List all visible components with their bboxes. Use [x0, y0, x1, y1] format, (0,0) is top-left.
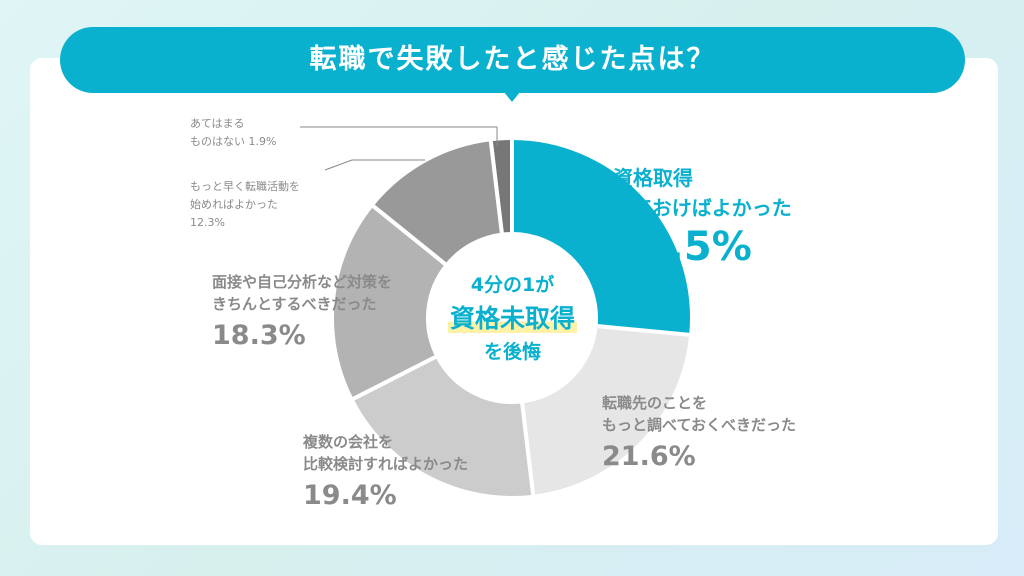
- label-value: 18.3%: [212, 319, 306, 351]
- label-text: 面接や自己分析など対策を: [212, 273, 393, 291]
- label-text: 複数の会社を: [303, 433, 394, 451]
- label-text: しておけばよかった: [613, 196, 792, 220]
- label-text: ものはない: [190, 135, 245, 149]
- center-line2: 資格未取得: [447, 304, 577, 333]
- banner-pointer: [504, 92, 520, 102]
- label-text: あてはまる: [190, 117, 245, 130]
- label-text: きちんとするべきだった: [212, 294, 377, 313]
- label-value: 26.5%: [613, 224, 752, 270]
- label-slice-3: 面接や自己分析など対策を きちんとするべきだった 18.3%: [212, 272, 392, 355]
- label-slice-1: 転職先のことを もっと調べておくべきだった 21.6%: [602, 393, 796, 476]
- donut-slice-3: [330, 202, 450, 403]
- label-text: 始めればよかった: [190, 198, 278, 212]
- leader-line-none: [300, 126, 498, 146]
- label-slice-2: 複数の会社を 比較検討すればよかった 19.4%: [303, 432, 468, 515]
- center-line3: を後悔: [483, 341, 541, 363]
- label-slice-4: もっと早く転職活動を 始めればよかった 12.3%: [190, 178, 300, 232]
- label-text: 比較検討すればよかった: [303, 454, 469, 473]
- donut-slice-0: [510, 135, 694, 338]
- center-annotation: 4分の1が 資格未取得 を後悔: [430, 270, 595, 364]
- label-value: 21.6%: [602, 440, 696, 472]
- label-text: もっと調べておくべきだった: [602, 415, 796, 434]
- label-slice-0: 資格取得 しておけばよかった 26.5%: [613, 163, 792, 271]
- label-value: 1.9%: [248, 135, 277, 149]
- donut-slice-2: [348, 353, 536, 500]
- label-text: もっと早く転職活動を: [190, 180, 300, 193]
- chart-title: 転職で失敗したと感じた点は？: [60, 27, 965, 93]
- leader-line-early: [324, 159, 425, 171]
- label-value: 19.4%: [303, 479, 397, 511]
- label-text: 資格取得: [613, 166, 693, 190]
- donut-slice-4: [369, 137, 505, 269]
- label-text: 転職先のことを: [602, 394, 708, 412]
- label-value: 12.3%: [190, 216, 225, 230]
- donut-slice-1: [519, 323, 694, 499]
- center-line1: 4分の1が: [470, 274, 555, 296]
- label-slice-5: あてはまる ものはない 1.9%: [190, 115, 276, 151]
